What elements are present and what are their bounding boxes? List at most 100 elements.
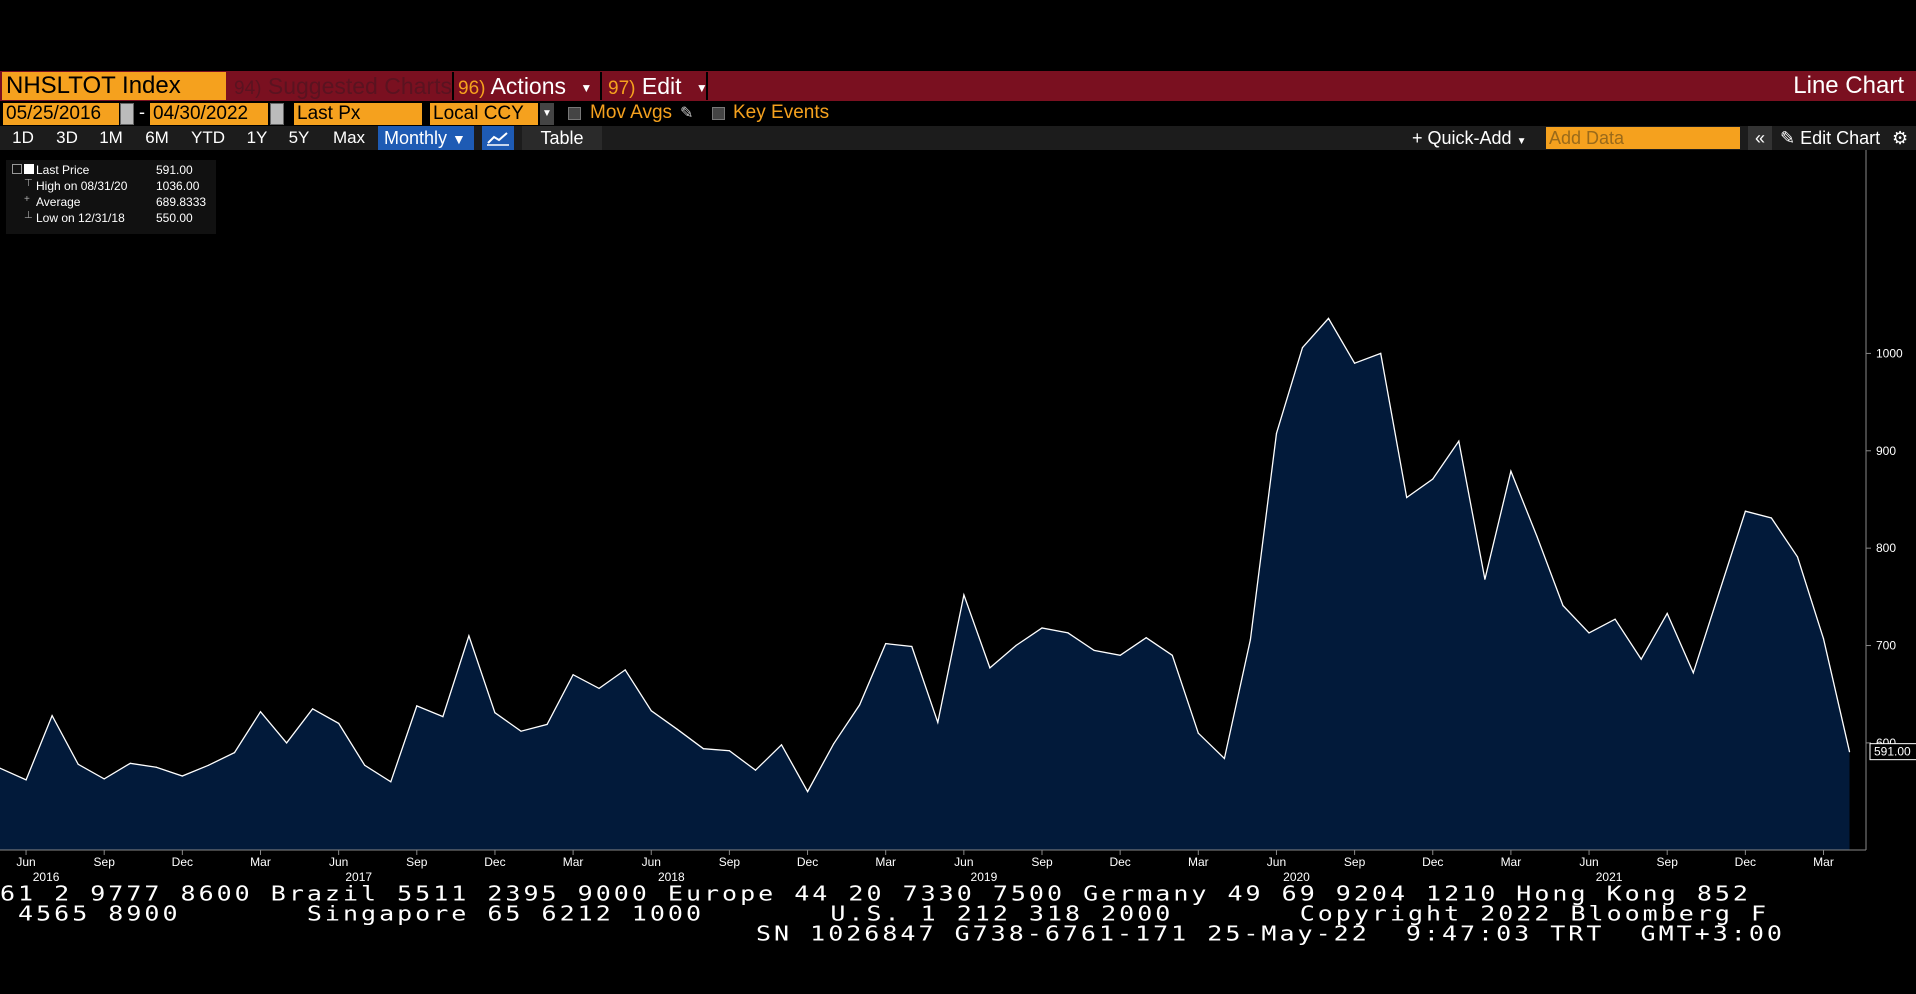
x-tick-label: Dec	[1109, 855, 1130, 869]
table-button[interactable]: Table	[522, 126, 602, 150]
data-point	[1432, 478, 1434, 480]
x-tick-label: Dec	[1735, 855, 1756, 869]
start-date-field[interactable]: 05/25/2016	[3, 103, 119, 125]
data-point	[572, 674, 574, 676]
period-1d[interactable]: 1D	[12, 128, 34, 147]
data-point	[937, 721, 939, 724]
low-marker-icon: ⊥	[24, 210, 33, 221]
suggested-charts-menu[interactable]: 94) Suggested Charts	[234, 72, 452, 100]
legend-last-price-value: 591.00	[156, 163, 193, 177]
data-point	[624, 669, 626, 671]
data-point	[364, 764, 366, 766]
period-3d[interactable]: 3D	[56, 128, 78, 147]
date-separator: -	[139, 102, 145, 122]
period-1m[interactable]: 1M	[99, 128, 123, 147]
collapse-icon[interactable]: «	[1748, 126, 1772, 150]
gear-icon[interactable]: ⚙	[1892, 128, 1909, 148]
data-point	[1301, 347, 1304, 349]
currency-select[interactable]: Local CCY	[430, 103, 538, 125]
data-point	[51, 715, 53, 717]
add-data-input[interactable]: Add Data	[1546, 127, 1740, 149]
plus-icon: +	[1412, 128, 1423, 148]
data-point	[1484, 578, 1486, 580]
x-tick-label: Jun	[329, 855, 348, 869]
period-1y[interactable]: 1Y	[246, 128, 268, 147]
edit-chart-label: Edit Chart	[1800, 128, 1881, 148]
end-date-field[interactable]: 04/30/2022	[150, 103, 268, 125]
data-point	[25, 779, 27, 781]
currency-dropdown-icon[interactable]: ▼	[540, 103, 554, 125]
edit-chart-button[interactable]: ✎ Edit Chart	[1780, 126, 1880, 150]
data-point	[1614, 618, 1616, 620]
x-tick-label: Mar	[1813, 855, 1834, 869]
x-tick-label: Mar	[250, 855, 271, 869]
data-point	[233, 752, 236, 754]
period-max[interactable]: Max	[332, 128, 366, 147]
data-point	[1562, 605, 1564, 607]
legend-average-value: 689.8333	[156, 195, 207, 209]
data-point	[468, 635, 470, 637]
menu-label: Edit	[641, 73, 682, 99]
data-point	[77, 763, 79, 765]
footer-contacts-line-1: 61 2 9777 8600 Brazil 5511 2395 9000 Eur…	[0, 882, 1751, 906]
last-price-tag	[1869, 743, 1916, 761]
frequency-select[interactable]: Monthly ▼	[378, 126, 474, 150]
edit-menu[interactable]: 97) Edit ▼	[608, 72, 708, 100]
footer-contacts-line-2: 4565 8900 Singapore 65 6212 1000 U.S. 1 …	[0, 902, 1770, 926]
data-point	[390, 781, 392, 783]
series-color-swatch	[24, 164, 34, 174]
x-tick-label: Jun	[1267, 855, 1286, 869]
calendar-icon[interactable]	[120, 103, 134, 125]
data-point	[859, 704, 861, 706]
data-point	[207, 764, 209, 766]
key-events-checkbox[interactable]	[712, 107, 725, 120]
y-tick-label: 900	[1876, 444, 1896, 458]
data-point	[416, 705, 418, 707]
x-tick-label: Dec	[1422, 855, 1443, 869]
x-year-label: 2018	[658, 870, 685, 884]
menu-label: Suggested Charts	[267, 73, 452, 99]
key-events-label: Key Events	[733, 102, 830, 123]
data-point	[1770, 517, 1772, 519]
data-point	[833, 743, 835, 745]
data-point	[338, 722, 340, 725]
data-point	[0, 767, 1, 769]
collapse-box-icon[interactable]	[12, 164, 22, 174]
mov-avgs-checkbox[interactable]	[568, 107, 581, 120]
ticker-field[interactable]: NHSLTOT Index	[2, 72, 226, 100]
data-point	[1093, 649, 1095, 651]
data-point	[1327, 317, 1330, 319]
footer-session-line: SN 1026847 G738-6761-171 25-May-22 9:47:…	[756, 922, 1785, 946]
x-tick-label: Sep	[406, 855, 428, 869]
data-point	[650, 710, 652, 712]
x-year-label: 2021	[1596, 870, 1623, 884]
quick-add-label: Quick-Add	[1427, 128, 1512, 148]
chart-legend: Last Price 591.00 ⊤ High on 08/31/20 103…	[6, 160, 216, 234]
data-point	[1458, 440, 1460, 442]
menu-number: 94)	[234, 78, 262, 99]
calendar-icon[interactable]	[270, 103, 284, 125]
period-6m[interactable]: 6M	[145, 128, 169, 147]
y-tick-label: 700	[1876, 639, 1896, 653]
line-chart-icon[interactable]	[482, 126, 514, 150]
data-point	[546, 723, 548, 726]
data-point	[1067, 632, 1069, 634]
x-year-label: 2020	[1283, 870, 1310, 884]
actions-menu[interactable]: 96) Actions ▼	[458, 72, 592, 100]
price-field-select[interactable]: Last Px	[294, 103, 422, 125]
data-point	[807, 791, 809, 793]
data-point	[885, 643, 887, 645]
data-point	[1380, 352, 1382, 354]
period-ytd[interactable]: YTD	[191, 128, 225, 147]
period-5y[interactable]: 5Y	[288, 128, 310, 147]
pencil-icon: ✎	[1780, 128, 1796, 148]
menu-divider	[706, 72, 708, 100]
data-point	[1744, 510, 1746, 512]
pencil-icon[interactable]: ✎	[680, 105, 694, 122]
y-tick-label: 800	[1876, 541, 1896, 555]
data-point	[1718, 591, 1720, 593]
data-point	[1510, 470, 1512, 472]
data-point	[911, 645, 913, 648]
quick-add-button[interactable]: + Quick-Add ▼	[1412, 126, 1527, 150]
